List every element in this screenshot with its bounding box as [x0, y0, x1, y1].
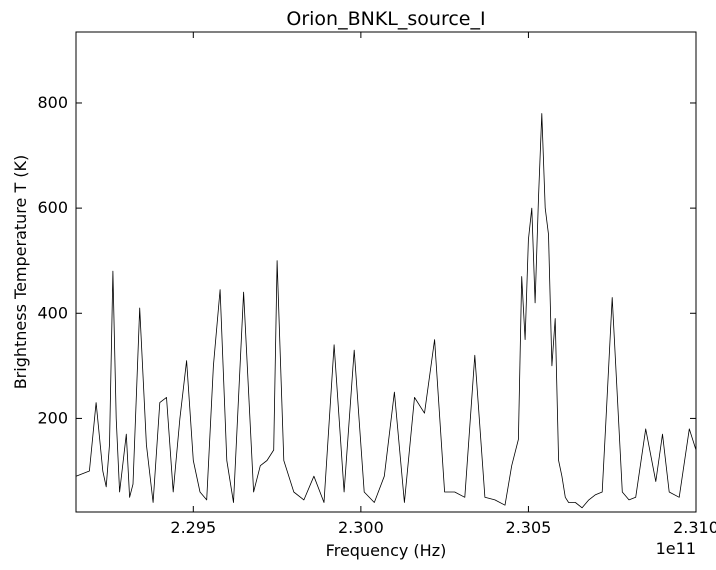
series-line — [75, 113, 697, 509]
x-tick-label: 2.300 — [338, 518, 384, 537]
x-offset-label: 1e11 — [656, 539, 696, 558]
y-axis-label: Brightness Temperature T (K) — [11, 155, 30, 390]
y-tick-label: 600 — [37, 198, 68, 217]
x-tick-label: 2.310 — [673, 518, 716, 537]
x-tick-label: 2.305 — [506, 518, 552, 537]
plot-frame — [75, 31, 697, 513]
x-tick-label: 2.295 — [170, 518, 216, 537]
y-tick-label: 200 — [37, 408, 68, 427]
y-tick-label: 400 — [37, 303, 68, 322]
y-tick-label: 800 — [37, 93, 68, 112]
chart-title: Orion_BNKL_source_I — [286, 8, 485, 30]
x-axis-label: Frequency (Hz) — [326, 541, 447, 560]
